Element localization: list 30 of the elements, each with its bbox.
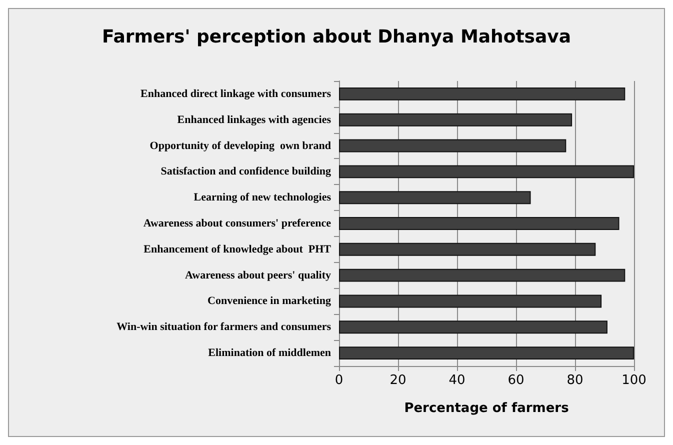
x-axis-title: Percentage of farmers [404, 401, 570, 416]
x-tick-label: 100 [622, 373, 646, 388]
y-tick-label: Win-win situation for farmers and consumers [116, 321, 332, 334]
bar [339, 87, 626, 100]
x-tick-label: 80 [566, 373, 584, 388]
bar [339, 242, 596, 256]
x-tick-label: 40 [448, 373, 466, 388]
chart-title: Farmers' perception about Dhanya Mahotsava [102, 26, 572, 48]
x-tick-label: 20 [390, 373, 406, 388]
bar [339, 191, 531, 204]
bar [339, 346, 634, 360]
y-tick-label: Enhanced direct linkage with consumers [140, 88, 332, 100]
y-tick-label: Learning of new technologies [194, 192, 332, 204]
x-tick-label: 60 [508, 373, 524, 388]
bar [339, 165, 634, 178]
y-tick-label: Satisfaction and confidence building [160, 166, 332, 178]
y-tick-label: Enhancement of knowledge about PHT [144, 243, 332, 256]
y-tick-label: Awareness about consumers' preference [143, 218, 332, 230]
bar [339, 139, 566, 152]
bar [339, 113, 572, 126]
bar [339, 294, 602, 308]
bar [339, 217, 620, 230]
bar [339, 268, 626, 282]
bar [339, 320, 608, 334]
x-tick-label: 0 [334, 373, 344, 388]
y-tick-label: Elimination of middlemen [208, 347, 331, 360]
y-tick-label: Opportunity of developing own brand [150, 140, 331, 152]
y-tick-label: Enhanced linkages with agencies [177, 114, 332, 126]
y-tick-label: Convenience in marketing [208, 295, 332, 308]
y-tick-label: Awareness about peers' quality [185, 269, 332, 282]
